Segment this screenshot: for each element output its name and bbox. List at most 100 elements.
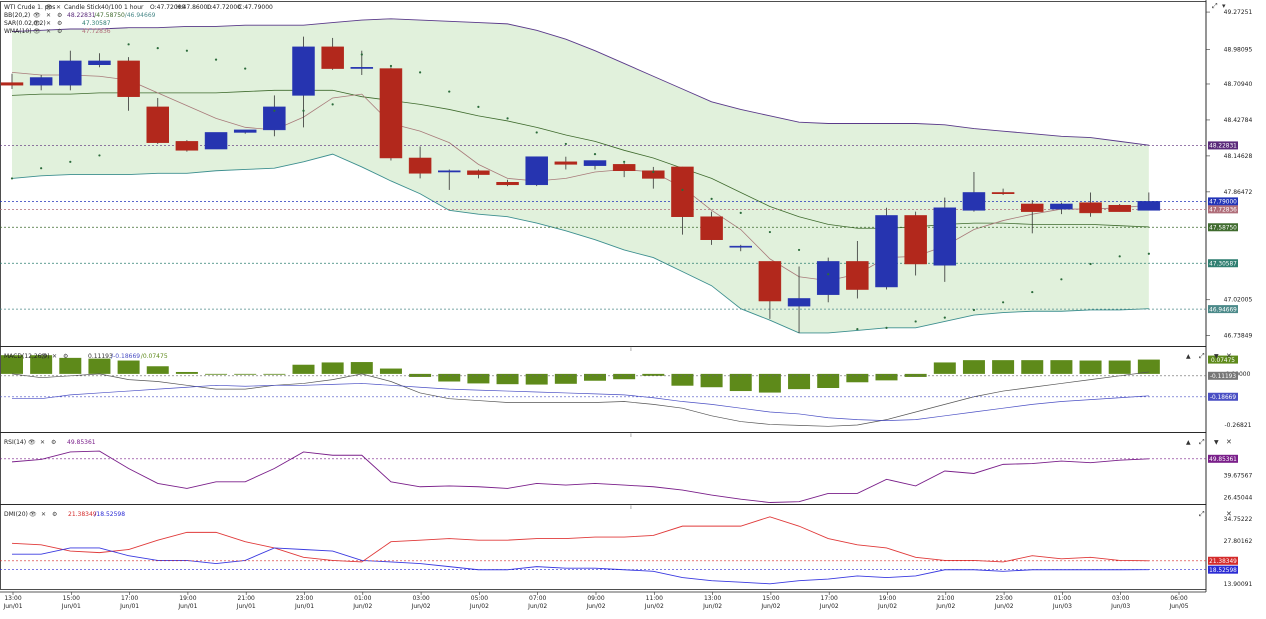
candle-body (117, 60, 140, 97)
close-icon[interactable]: ✕ (52, 353, 57, 360)
candle-body (408, 157, 432, 174)
sar-dot (1031, 290, 1034, 294)
expand-icon[interactable]: ⤢ (1199, 352, 1205, 360)
time-tick-label: 01:00 (1054, 595, 1071, 602)
date-tick-label: Jun/02 (935, 603, 955, 610)
time-tick-label: 09:00 (587, 595, 604, 602)
rsi-level-box (1208, 454, 1238, 463)
candle-body (1079, 202, 1102, 214)
time-axis: 13:00Jun/0115:00Jun/0117:00Jun/0119:00Ju… (2, 592, 1189, 610)
expand-icon[interactable]: ⤢ (1212, 2, 1218, 10)
sar-dot (768, 230, 772, 234)
price-tick-label: 47.02005 (1224, 297, 1253, 304)
macd-panel: 0.00000 -0.26821 0.07475 -0.11193 -0.18669 MA… (0, 353, 1252, 429)
candle-body (379, 68, 403, 159)
splitter-handle-icon[interactable]: ⁞ (630, 346, 632, 353)
macd-histogram-bar (933, 362, 956, 374)
close-icon[interactable]: ✕ (46, 12, 51, 19)
macd-histogram-bar (729, 373, 752, 392)
sar-dot (506, 117, 509, 120)
price-tick-label: 48.98095 (1224, 46, 1253, 53)
price-level-label: 47.58750 (1209, 225, 1237, 231)
macd-histogram-bar (817, 373, 840, 388)
macd-histogram-bar (30, 355, 53, 374)
gear-icon[interactable]: ⚙ (63, 353, 68, 360)
sar-dot (535, 131, 538, 134)
time-tick-label: 17:00 (821, 595, 838, 602)
high-label: H:47.86000 (176, 4, 211, 11)
time-tick-label: 21:00 (238, 595, 255, 602)
candle-body (438, 170, 461, 173)
gear-icon[interactable]: ⚙ (57, 12, 62, 19)
gear-icon[interactable]: ⚙ (57, 20, 62, 27)
arrow-up-icon[interactable]: ▲ (1186, 439, 1191, 446)
close-panel-icon[interactable]: ✕ (1226, 510, 1232, 518)
chart-header: WTI Crude 1. pos👁 ✕ Candle Stick 40/100 1 ho… (4, 2, 1226, 35)
macd-histogram-bar (409, 373, 432, 377)
macd-histogram-bar (525, 373, 548, 385)
candle-body (175, 141, 199, 151)
macd-histogram-bar (584, 373, 606, 381)
sar-dot (302, 109, 305, 112)
date-tick-label: Jun/02 (352, 603, 372, 610)
rsi-panel: 49.85361 39.67567 26.45044 RSI(14) 49.85361 (0, 439, 1252, 503)
sar-dot (856, 328, 859, 331)
macd-histogram-bar (1, 355, 23, 374)
close-icon[interactable]: ✕ (56, 4, 61, 11)
date-tick-label: Jun/02 (469, 603, 489, 610)
candle-body (642, 170, 665, 179)
arrow-down-icon[interactable]: ▼ (1214, 353, 1219, 360)
price-level-label: 48.22831 (1209, 144, 1237, 150)
sar-dot (69, 160, 72, 163)
close-icon[interactable]: ✕ (40, 439, 45, 446)
price-level-label: 47.79000 (1209, 200, 1237, 206)
date-tick-label: Jun/01 (294, 603, 314, 610)
sar-dot (127, 43, 130, 46)
gear-icon[interactable]: ⚙ (57, 28, 62, 35)
gear-icon[interactable]: ⚙ (52, 511, 57, 518)
plus-di-line (11, 516, 1149, 563)
date-tick-label: Jun/02 (877, 603, 897, 610)
dmi-panel: 21.38349 18.52598 34.75222 27.80162 13.90091… (0, 511, 1252, 588)
close-panel-icon[interactable]: ✕ (1226, 352, 1232, 360)
macd-histogram-bar (758, 373, 781, 393)
expand-icon[interactable]: ⤢ (1199, 510, 1205, 518)
macd-histogram-bar (205, 373, 228, 375)
close-icon[interactable]: ✕ (46, 20, 51, 27)
sar-dot (448, 90, 451, 93)
close-icon[interactable]: ✕ (41, 511, 46, 518)
sar-dot (331, 103, 334, 106)
sar-dot (185, 49, 188, 52)
sar-dot (244, 67, 247, 70)
price-level-box (1208, 141, 1238, 150)
sar-dot (10, 177, 14, 180)
splitter-handle-icon[interactable]: ⁞ (630, 432, 632, 439)
gear-icon[interactable]: ⚙ (51, 439, 56, 446)
time-tick-label: 23:00 (296, 595, 313, 602)
legend-value: /46.94669 (125, 12, 156, 19)
sar-dot (1060, 278, 1063, 281)
bb-upper-line (11, 18, 1149, 146)
macd-level-box (1208, 355, 1238, 364)
sar-dot (972, 308, 976, 312)
close-icon[interactable]: ✕ (46, 28, 51, 35)
dmi-tick-label: 27.80162 (1224, 538, 1253, 545)
arrow-up-icon[interactable]: ▲ (1186, 353, 1191, 360)
splitter-handle-icon[interactable]: ⁞ (630, 504, 632, 511)
sar-dot (419, 71, 422, 74)
rsi-tick-label: 39.67567 (1224, 473, 1253, 480)
more-icon[interactable]: ▾ (1222, 2, 1226, 10)
candle-body (29, 77, 53, 86)
legend-name: SAR(0.02,0.2) (4, 20, 46, 27)
expand-icon[interactable]: ⤢ (1199, 438, 1205, 446)
date-tick-label: Jun/02 (411, 603, 431, 610)
price-level-box (1208, 305, 1238, 314)
rsi-panel-controls: 👁 ✕ ⚙ ▲ ▼ ⤢ ✕ (28, 438, 1232, 446)
macd-histogram-bar (875, 373, 898, 381)
macd-histogram-bar (642, 373, 665, 376)
dmi-tick-label: 34.75222 (1224, 516, 1253, 523)
close-panel-icon[interactable]: ✕ (1226, 438, 1232, 446)
arrow-down-icon[interactable]: ▼ (1214, 439, 1219, 446)
candle-body (962, 192, 986, 211)
macd-histogram-bar (379, 368, 402, 374)
